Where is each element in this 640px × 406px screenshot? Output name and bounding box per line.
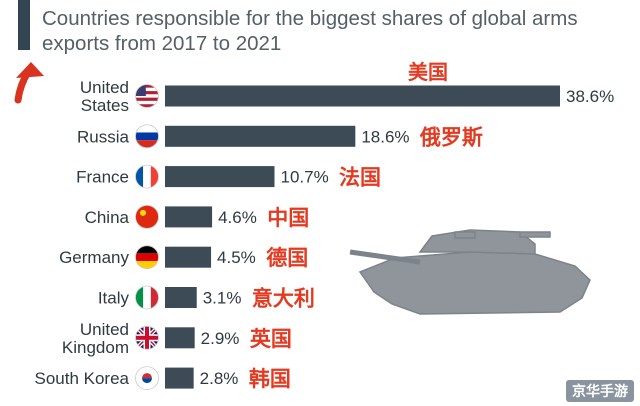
tank-silhouette <box>349 229 591 315</box>
country-label: United Kingdom <box>62 320 129 357</box>
country-label: China <box>85 208 130 227</box>
flag-icon <box>135 84 159 108</box>
flag-icon <box>135 325 159 350</box>
value-label: 4.5% <box>217 248 256 267</box>
country-label: France <box>76 168 129 187</box>
value-label: 38.6% <box>566 87 614 106</box>
value-label: 4.6% <box>218 208 257 227</box>
country-label: United States <box>80 78 129 115</box>
flag-icon <box>135 164 159 189</box>
country-label: South Korea <box>34 369 129 388</box>
bar-0 <box>165 85 560 107</box>
country-label: Germany <box>59 248 129 267</box>
chinese-annotation: 意大利 <box>252 287 315 311</box>
country-label: Italy <box>98 289 130 308</box>
watermark: 京华手游 <box>566 380 634 402</box>
chinese-annotation: 英国 <box>250 327 292 351</box>
chinese-annotation: 中国 <box>267 206 309 230</box>
chart-title: Countries responsible for the biggest sh… <box>42 7 578 55</box>
country-label: Russia <box>77 127 130 146</box>
chinese-annotation: 法国 <box>339 166 381 190</box>
value-label: 2.8% <box>200 369 239 388</box>
bar-5 <box>165 287 197 308</box>
flag-icon <box>135 245 159 270</box>
flag-icon <box>135 285 159 310</box>
bar-6 <box>165 327 195 349</box>
title-accent-bar <box>18 0 30 50</box>
value-label: 18.6% <box>361 127 409 146</box>
chinese-annotation: 德国 <box>266 246 308 270</box>
chinese-annotation: 韩国 <box>249 367 291 391</box>
value-label: 10.7% <box>280 168 328 187</box>
chinese-annotation: 俄罗斯 <box>419 125 483 149</box>
bar-3 <box>165 206 213 228</box>
bar-7 <box>165 367 194 389</box>
chinese-annotation: 美国 <box>408 60 448 84</box>
value-label: 3.1% <box>203 289 242 308</box>
bar-4 <box>165 246 212 268</box>
flag-icon <box>135 204 159 229</box>
flag-icon <box>135 124 159 149</box>
flag-icon <box>135 366 159 391</box>
value-label: 2.9% <box>201 329 240 348</box>
bar-2 <box>165 166 275 188</box>
bar-1 <box>165 125 356 147</box>
red-arrow-annotation <box>14 62 44 104</box>
